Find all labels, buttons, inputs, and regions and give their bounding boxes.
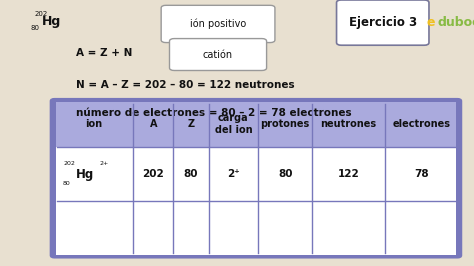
Text: 80: 80 xyxy=(278,169,292,179)
Text: Ejercicio 3: Ejercicio 3 xyxy=(349,16,417,29)
Text: Hg: Hg xyxy=(76,168,95,181)
FancyBboxPatch shape xyxy=(337,0,429,45)
Text: neutrones: neutrones xyxy=(320,119,377,129)
Text: A: A xyxy=(149,119,157,129)
Text: 2⁺: 2⁺ xyxy=(227,169,240,179)
Text: 80: 80 xyxy=(31,25,40,31)
Text: 78: 78 xyxy=(414,169,428,179)
Bar xyxy=(56,147,456,201)
Text: electrones: electrones xyxy=(392,119,450,129)
FancyBboxPatch shape xyxy=(51,99,461,257)
Text: A = Z + N: A = Z + N xyxy=(76,48,132,58)
Text: número de electrones = 80 – 2 = 78 electrones: número de electrones = 80 – 2 = 78 elect… xyxy=(76,108,351,118)
Text: e: e xyxy=(427,16,435,29)
Text: 80: 80 xyxy=(63,181,71,186)
FancyBboxPatch shape xyxy=(161,5,275,43)
Text: catión: catión xyxy=(203,49,233,60)
Text: duboom: duboom xyxy=(438,16,474,29)
Text: protones: protones xyxy=(261,119,310,129)
Text: ion: ion xyxy=(85,119,102,129)
Text: 202: 202 xyxy=(34,11,47,17)
Text: 202: 202 xyxy=(63,161,75,166)
Text: 122: 122 xyxy=(338,169,359,179)
Text: 202: 202 xyxy=(142,169,164,179)
FancyBboxPatch shape xyxy=(170,39,266,70)
Text: ión positivo: ión positivo xyxy=(190,19,246,29)
Text: Z: Z xyxy=(188,119,195,129)
Text: carga
del ion: carga del ion xyxy=(215,113,252,135)
Bar xyxy=(56,201,456,255)
Text: 80: 80 xyxy=(184,169,198,179)
Bar xyxy=(56,102,456,147)
Text: N = A – Z = 202 – 80 = 122 neutrones: N = A – Z = 202 – 80 = 122 neutrones xyxy=(76,80,294,90)
Text: 2+: 2+ xyxy=(99,161,109,166)
Text: Hg: Hg xyxy=(42,15,61,28)
